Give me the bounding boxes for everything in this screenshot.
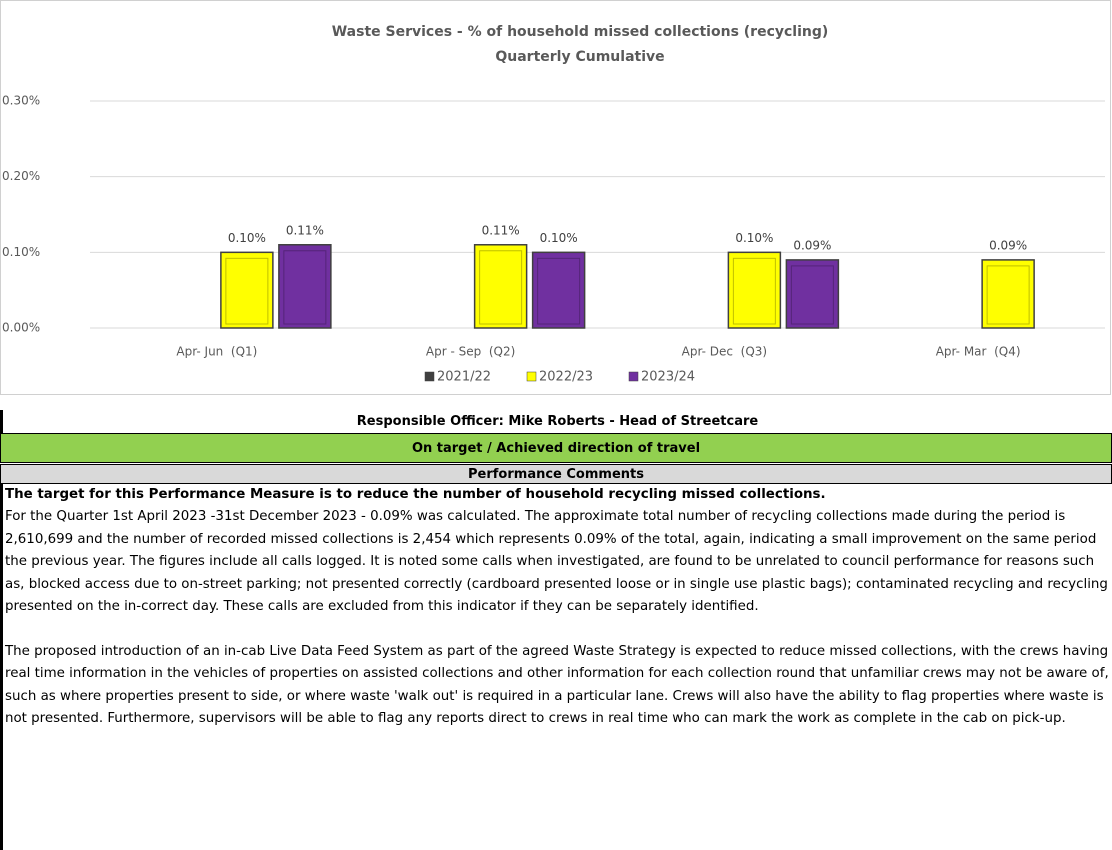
legend-label: 2021/22: [437, 370, 491, 385]
legend-swatch: [424, 371, 435, 382]
data-label: 0.10%: [540, 231, 578, 245]
chart-subtitle: Quarterly Cumulative: [495, 49, 664, 65]
bar: [473, 244, 528, 329]
data-label: 0.10%: [228, 231, 266, 245]
data-label: 0.11%: [482, 223, 520, 237]
data-label: 0.09%: [793, 238, 831, 252]
bar: [727, 251, 782, 329]
legend-label: 2022/23: [539, 370, 593, 385]
responsible-officer: Responsible Officer: Mike Roberts - Head…: [0, 410, 1112, 434]
y-tick-label: 0.20%: [2, 169, 40, 183]
bar-bevel: [283, 250, 327, 325]
bar: [278, 244, 332, 329]
bar: [981, 259, 1035, 329]
y-tick-label: 0.30%: [2, 94, 40, 108]
data-label: 0.09%: [989, 238, 1027, 252]
status: On target / Achieved direction of travel: [0, 433, 1112, 463]
x-tick-label: Apr- Jun (Q1): [176, 345, 257, 359]
bar: [785, 259, 840, 329]
legend-swatch: [628, 371, 639, 382]
legend-label: 2023/24: [641, 370, 695, 385]
comment-paragraph: For the Quarter 1st April 2023 -31st Dec…: [5, 509, 1108, 615]
bar: [220, 251, 274, 329]
bar-bevel: [225, 257, 269, 325]
bar-bevel: [790, 265, 834, 325]
x-tick-label: Apr - Sep (Q2): [426, 345, 515, 359]
x-tick-label: Apr- Dec (Q3): [682, 345, 767, 359]
bar-bevel: [986, 265, 1030, 325]
bar-bevel: [479, 250, 523, 325]
chart-title: Waste Services - % of household missed c…: [332, 24, 829, 40]
y-tick-label: 0.10%: [2, 245, 40, 259]
y-tick-label: 0.00%: [2, 321, 40, 335]
bar-bevel: [732, 257, 776, 325]
data-label: 0.10%: [735, 231, 773, 245]
data-label: 0.11%: [286, 223, 324, 237]
comment-paragraph: The proposed introduction of an in-cab L…: [5, 643, 1109, 727]
legend-swatch: [526, 371, 537, 382]
x-tick-label: Apr- Mar (Q4): [936, 345, 1021, 359]
bar: [531, 251, 586, 329]
bar-bevel: [537, 257, 581, 325]
comments-lead: The target for this Performance Measure …: [5, 487, 826, 502]
chart: Waste Services - % of household missed c…: [0, 0, 1111, 395]
chart-frame: [0, 0, 1111, 395]
comments-heading: Performance Comments: [0, 464, 1112, 484]
comments: The target for this Performance Measure …: [0, 484, 1112, 850]
